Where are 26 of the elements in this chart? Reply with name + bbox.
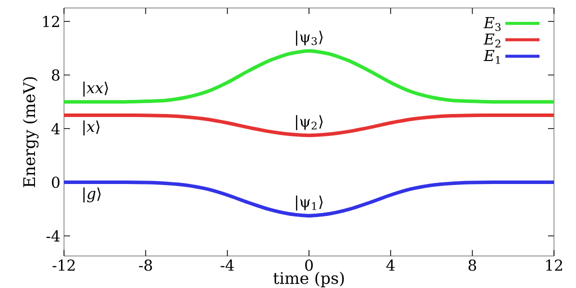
- x-tick-label: -12: [52, 260, 75, 271]
- y-tick-label: -4: [46, 230, 60, 242]
- y-tick-label: 4: [51, 123, 60, 134]
- annotation: |xx⟩: [83, 82, 108, 97]
- annotation: |ψ$_{2}$⟩: [296, 115, 323, 130]
- line-series: [64, 180, 554, 218]
- legend-label: E$_{3}$: [483, 17, 501, 32]
- legend-label: E$_{2}$: [483, 34, 500, 48]
- x-tick-label: -8: [139, 260, 152, 271]
- x-tick-label: 0: [305, 260, 313, 271]
- annotation: |ψ$_{1}$⟩: [296, 196, 323, 211]
- annotation: |g⟩: [83, 187, 101, 202]
- line-series: [64, 49, 554, 104]
- y-tick-label: 0: [52, 176, 60, 188]
- y-axis-title: Energy (meV): [22, 77, 39, 188]
- x-tick-label: 12: [546, 260, 562, 271]
- annotation: |ψ$_{3}$⟩: [296, 30, 323, 46]
- line-series: [64, 113, 554, 138]
- x-axis-title: time (ps): [273, 272, 344, 288]
- x-tick-label: -4: [220, 260, 234, 271]
- x-tick-label: 4: [386, 260, 395, 271]
- x-tick-label: 8: [468, 260, 476, 271]
- y-tick-label: 12: [43, 16, 59, 27]
- annotation: |x⟩: [83, 120, 100, 136]
- legend-label: E$_{1}$: [483, 50, 500, 64]
- y-tick-label: 8: [52, 69, 60, 81]
